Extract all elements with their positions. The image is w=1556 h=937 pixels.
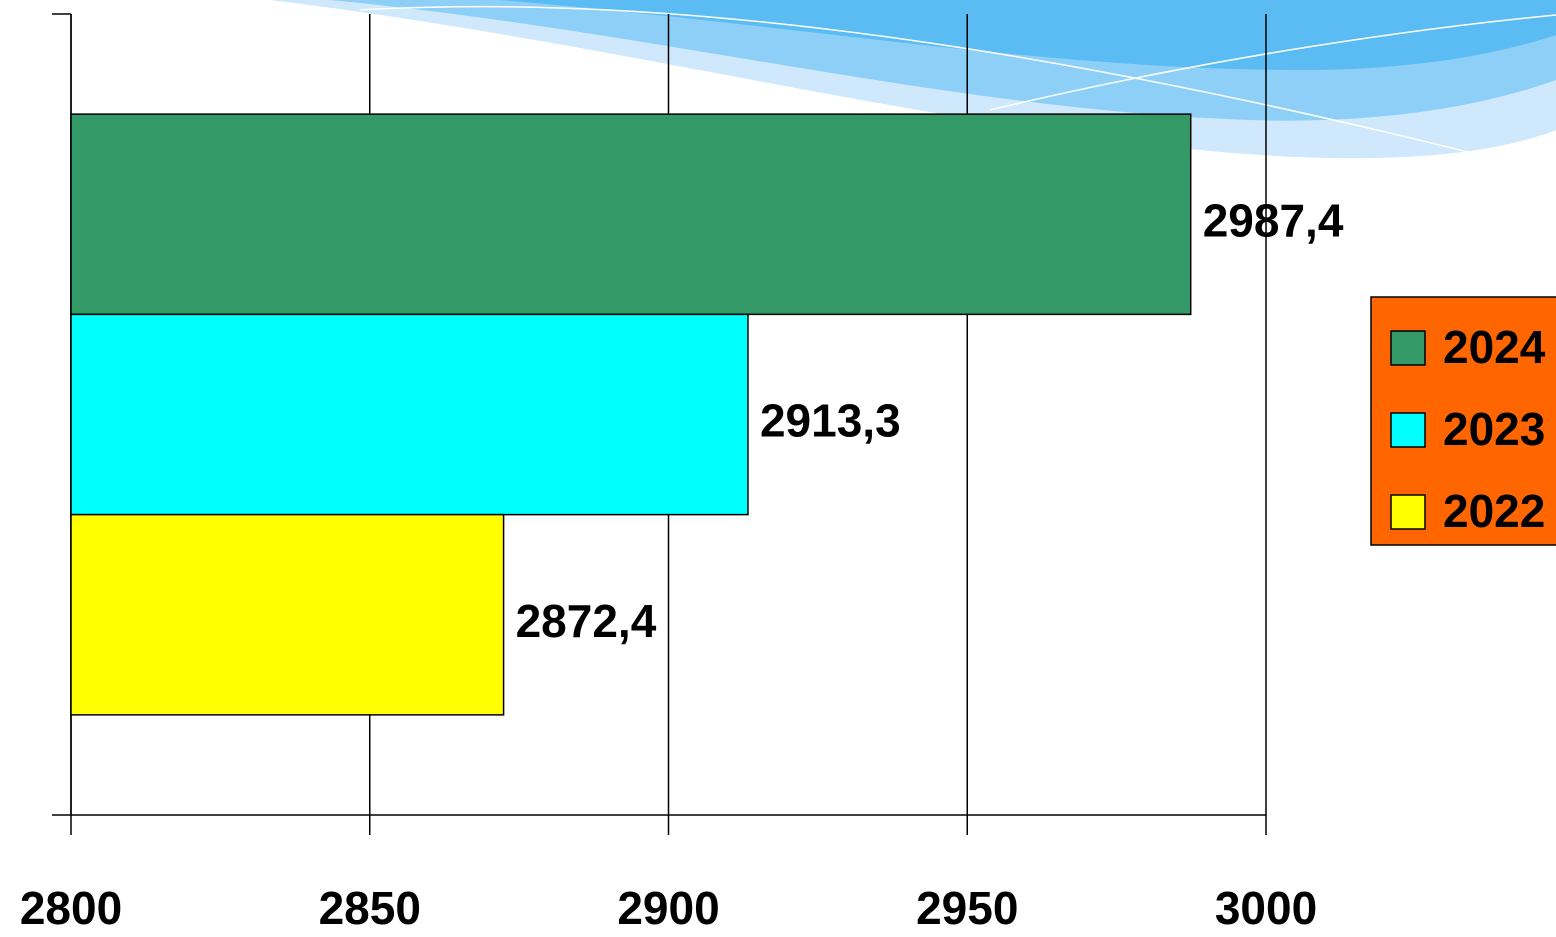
data-label: 2872,4: [516, 595, 657, 647]
x-tick-label: 2850: [319, 882, 421, 934]
background-wave: [270, 0, 1556, 159]
x-tick-label: 2950: [916, 882, 1018, 934]
x-tick-label: 2900: [617, 882, 719, 934]
legend-label: 2023: [1443, 403, 1545, 455]
legend-label: 2024: [1443, 321, 1546, 373]
legend-swatch: [1390, 494, 1426, 530]
bar: [70, 113, 1192, 316]
data-label: 2987,4: [1203, 194, 1344, 246]
legend-swatch: [1390, 330, 1426, 366]
bar: [70, 513, 505, 716]
legend-swatch: [1390, 412, 1426, 448]
legend-label: 2022: [1443, 485, 1545, 537]
bar: [70, 313, 749, 516]
x-tick-label: 2800: [20, 882, 122, 934]
data-label: 2913,3: [760, 395, 901, 447]
x-tick-label: 3000: [1215, 882, 1317, 934]
